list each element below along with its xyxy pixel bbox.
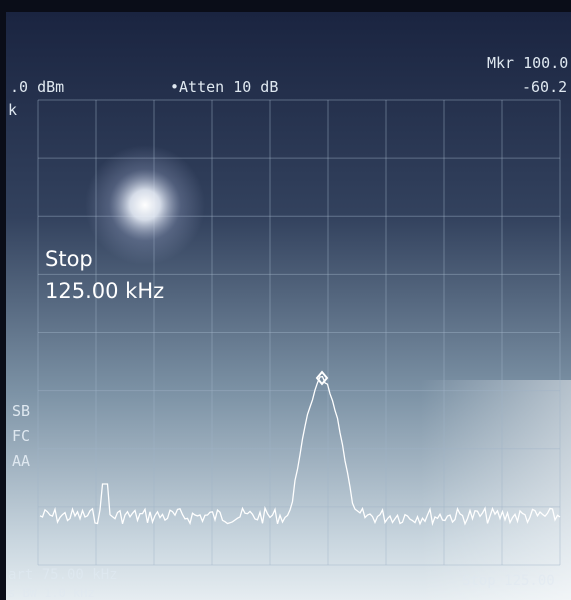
light-flare: [85, 145, 205, 265]
overlay-frequency: 125.00 kHz: [45, 279, 164, 303]
side-label: SB: [12, 402, 30, 420]
spectrum-trace: [39, 375, 561, 527]
attenuation: •Atten 10 dB: [170, 78, 278, 96]
overlay-stop: Stop: [45, 247, 93, 271]
side-label: FC: [12, 427, 30, 445]
side-label: AA: [12, 452, 30, 470]
graticule: [37, 99, 561, 566]
stop-frequency: Stop 125.00: [462, 573, 555, 589]
marker-label: Mkr 100.0: [487, 54, 568, 72]
resolution-bandwidth: s BW 1.0 kHz: [8, 586, 95, 600]
start-frequency: art 75.00 kHz: [8, 567, 118, 583]
unit-fragment: k: [8, 101, 17, 119]
ref-level: .0 dBm: [10, 78, 64, 96]
glare: [420, 380, 571, 600]
marker-value: -60.2: [522, 78, 567, 96]
marker-diamond: [315, 370, 329, 386]
